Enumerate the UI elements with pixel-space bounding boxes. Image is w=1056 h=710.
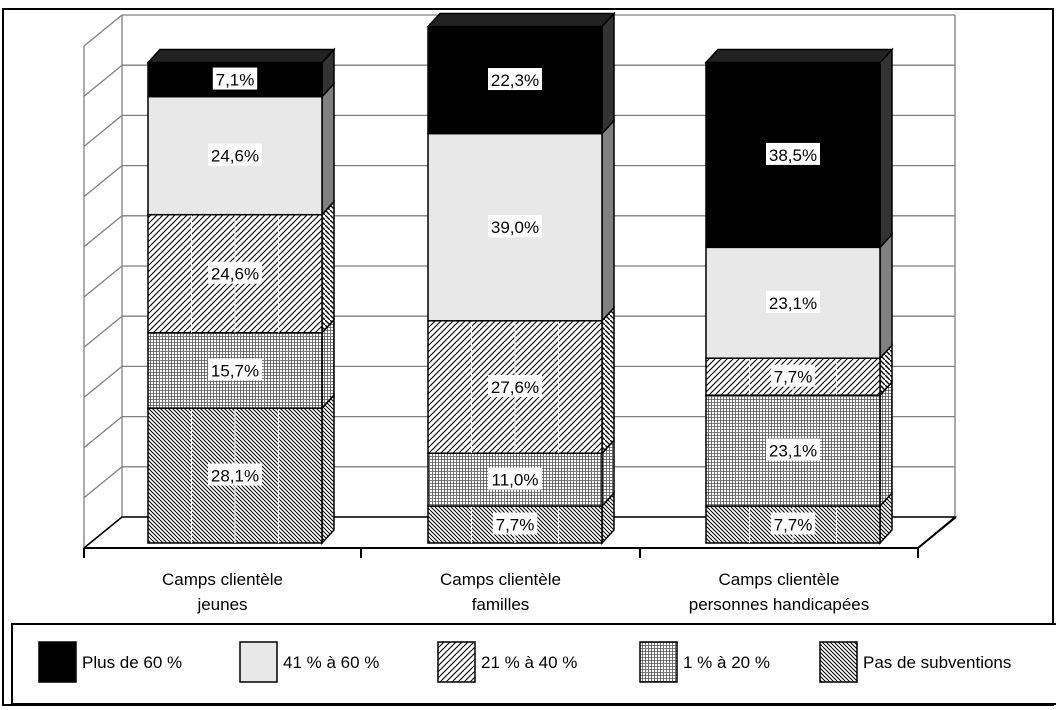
data-label-bg (208, 358, 262, 381)
data-label-bg (208, 463, 262, 486)
side-gridline (83, 265, 123, 298)
data-label-bg (488, 215, 542, 238)
legend-item: 21 % à 40 % (437, 641, 577, 683)
data-label: 39,0% (491, 218, 539, 237)
data-label: 23,1% (769, 442, 817, 461)
side-gridline (83, 315, 123, 348)
x-tick-label: jeunes (196, 595, 247, 614)
bar-top (146, 48, 336, 64)
bar-side (601, 11, 615, 136)
legend-label: 1 % à 20 % (683, 653, 770, 672)
side-gridline (83, 416, 123, 449)
data-label: 7,1% (216, 71, 255, 90)
legend-swatch (639, 641, 678, 683)
data-label-bg (488, 467, 542, 490)
data-label: 15,7% (211, 361, 259, 380)
side-gridline (83, 466, 123, 499)
plot-area: 28,1% 15,7% 24,6% 24,6% 7,1% 7,7% 11,0% 27,6% 39… (83, 11, 958, 614)
side-gridline (83, 14, 123, 47)
data-label-bg (770, 512, 816, 535)
x-tick-label: personnes handicapées (689, 595, 870, 614)
bar-side (879, 232, 893, 361)
data-label-bg (492, 512, 538, 535)
bar-top (704, 48, 894, 64)
legend: Plus de 60 % 41 % à 60 % 21 % à 40 % 1 % à … (11, 623, 1056, 705)
side-gridline (83, 165, 123, 198)
x-tick-label: familles (472, 595, 530, 614)
data-label-bg (208, 261, 262, 284)
x-axis-depth-line (917, 516, 957, 549)
data-label-bg (212, 67, 258, 90)
data-label: 7,7% (774, 368, 813, 387)
data-label: 7,7% (496, 516, 535, 535)
bar-side (879, 47, 893, 250)
data-label-bg (770, 364, 816, 387)
legend-swatch (437, 641, 476, 683)
data-label-bg (766, 142, 820, 165)
legend-label: Pas de subventions (863, 653, 1011, 672)
data-label: 24,6% (211, 147, 259, 166)
x-tick-label: Camps clientèle (440, 570, 561, 589)
bar-stack: 7,7% 11,0% 27,6% 39,0% 22,3% (426, 11, 616, 545)
legend-label: 41 % à 60 % (283, 653, 379, 672)
legend-item: Pas de subventions (819, 641, 1011, 683)
x-axis: Camps clientèle jeunes Camps clientèle fami… (83, 516, 957, 614)
bar-side (321, 393, 335, 545)
bar-segment (705, 246, 881, 359)
bar-side (879, 380, 893, 508)
data-label: 38,5% (769, 146, 817, 165)
legend-box (11, 623, 1056, 705)
data-label-bg (488, 375, 542, 397)
side-gridline (83, 64, 123, 97)
bar-stack: 28,1% 15,7% 24,6% 24,6% 7,1% (146, 47, 336, 545)
data-label: 24,6% (211, 265, 259, 284)
bar-stack: 7,7% 23,1% 7,7% 23,1% 38,5% (704, 47, 894, 545)
legend-item: Plus de 60 % (38, 641, 182, 683)
data-label: 22,3% (491, 71, 539, 90)
side-gridline (83, 365, 123, 398)
legend-label: Plus de 60 % (82, 653, 182, 672)
x-tick-label: Camps clientèle (719, 570, 840, 589)
side-gridline (83, 114, 123, 147)
bar-side (321, 199, 335, 335)
data-label: 27,6% (491, 378, 539, 397)
data-label-bg (766, 290, 820, 313)
legend-label: 21 % à 40 % (481, 653, 577, 672)
bars: 28,1% 15,7% 24,6% 24,6% 7,1% 7,7% 11,0% 27,6% 39… (146, 11, 894, 545)
data-label: 23,1% (769, 294, 817, 313)
legend-item: 1 % à 20 % (639, 641, 770, 683)
legend-swatch (819, 641, 858, 683)
bar-side (601, 305, 615, 456)
data-label-bg (766, 438, 820, 461)
data-label: 11,0% (492, 471, 539, 490)
bar-top (426, 12, 616, 28)
side-gridline (83, 215, 123, 248)
data-label-bg (488, 68, 542, 91)
legend-swatch (239, 641, 278, 683)
bar-side (601, 118, 615, 323)
bar-side (321, 81, 335, 217)
data-label-bg (208, 143, 262, 166)
legend-swatch (38, 641, 77, 683)
data-label: 28,1% (211, 467, 259, 486)
data-label: 7,7% (774, 516, 813, 535)
x-tick-label: Camps clientèle (162, 570, 283, 589)
bar-side (321, 317, 335, 411)
legend-item: 41 % à 60 % (239, 641, 379, 683)
